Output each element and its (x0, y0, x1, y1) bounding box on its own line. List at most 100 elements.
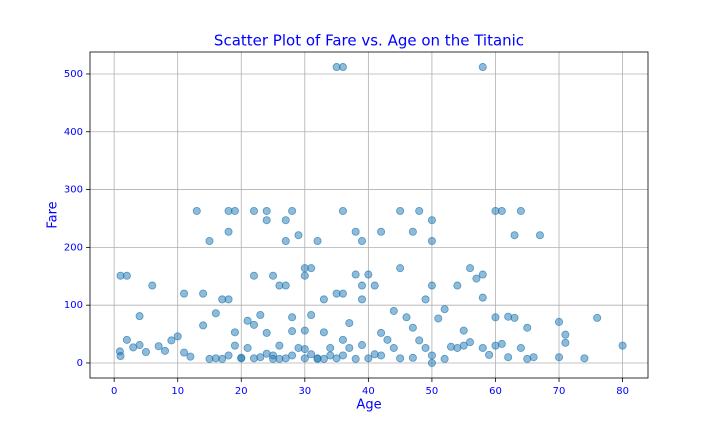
point (358, 295, 367, 304)
point (135, 312, 144, 321)
point (345, 343, 354, 352)
point (351, 354, 360, 363)
point (415, 336, 424, 345)
point (218, 354, 227, 363)
point (205, 354, 214, 363)
point (491, 341, 500, 350)
point (180, 289, 189, 298)
point (427, 237, 436, 246)
point (555, 353, 564, 362)
point (192, 206, 201, 215)
point (262, 206, 271, 215)
point (504, 312, 513, 321)
point (408, 323, 417, 332)
point (421, 295, 430, 304)
point (478, 293, 487, 302)
y-tick-label: 100 (64, 300, 83, 311)
point (459, 326, 468, 335)
point (338, 206, 347, 215)
point (249, 320, 258, 329)
point (358, 341, 367, 350)
point (281, 216, 290, 225)
y-tick-label: 200 (64, 242, 83, 253)
point (421, 343, 430, 352)
point (313, 237, 322, 246)
point (364, 270, 373, 279)
point (300, 345, 309, 354)
x-tick-label: 70 (553, 386, 566, 397)
y-tick-label: 300 (64, 185, 83, 196)
point (288, 327, 297, 336)
x-tick-label: 20 (235, 386, 248, 397)
point (230, 341, 239, 350)
point (275, 354, 284, 363)
x-tick-label: 50 (426, 386, 439, 397)
point (249, 354, 258, 363)
point (288, 351, 297, 360)
y-tick-label: 0 (77, 358, 83, 369)
x-tick-label: 10 (171, 386, 184, 397)
point (288, 313, 297, 322)
point (459, 341, 468, 350)
point (180, 348, 189, 357)
point (205, 237, 214, 246)
point (313, 354, 322, 363)
point (230, 206, 239, 215)
point (440, 354, 449, 363)
point (364, 354, 373, 363)
point (256, 310, 265, 319)
point (199, 321, 208, 330)
point (294, 343, 303, 352)
point (224, 295, 233, 304)
point (326, 343, 335, 352)
point (199, 289, 208, 298)
point (555, 317, 564, 326)
point (446, 342, 455, 351)
point (122, 271, 131, 280)
point (561, 338, 570, 347)
point (351, 270, 360, 279)
point (472, 274, 481, 283)
point (288, 206, 297, 215)
point (154, 342, 163, 351)
point (224, 351, 233, 360)
point (300, 354, 309, 363)
point (326, 351, 335, 360)
point (281, 281, 290, 290)
x-tick-label: 30 (298, 386, 311, 397)
point (535, 231, 544, 240)
point (338, 63, 347, 72)
point (440, 305, 449, 314)
x-tick-label: 0 (111, 386, 117, 397)
point (427, 281, 436, 290)
point (269, 351, 278, 360)
point (491, 313, 500, 322)
point (319, 295, 328, 304)
point (593, 313, 602, 322)
point (504, 353, 513, 362)
point (396, 264, 405, 273)
point (618, 341, 627, 350)
point (523, 354, 532, 363)
point (338, 335, 347, 344)
point (370, 281, 379, 290)
point (135, 341, 144, 350)
point (478, 63, 487, 72)
point (434, 314, 443, 323)
point (402, 313, 411, 322)
point (485, 350, 494, 359)
point (173, 332, 182, 341)
point (580, 354, 589, 363)
x-axis-label: Age (356, 398, 381, 413)
point (211, 309, 220, 318)
point (269, 271, 278, 280)
point (516, 343, 525, 352)
point (262, 328, 271, 337)
point (230, 328, 239, 337)
x-tick-label: 40 (362, 386, 375, 397)
y-tick-label: 400 (64, 127, 83, 138)
point (396, 354, 405, 363)
point (319, 328, 328, 337)
point (497, 206, 506, 215)
